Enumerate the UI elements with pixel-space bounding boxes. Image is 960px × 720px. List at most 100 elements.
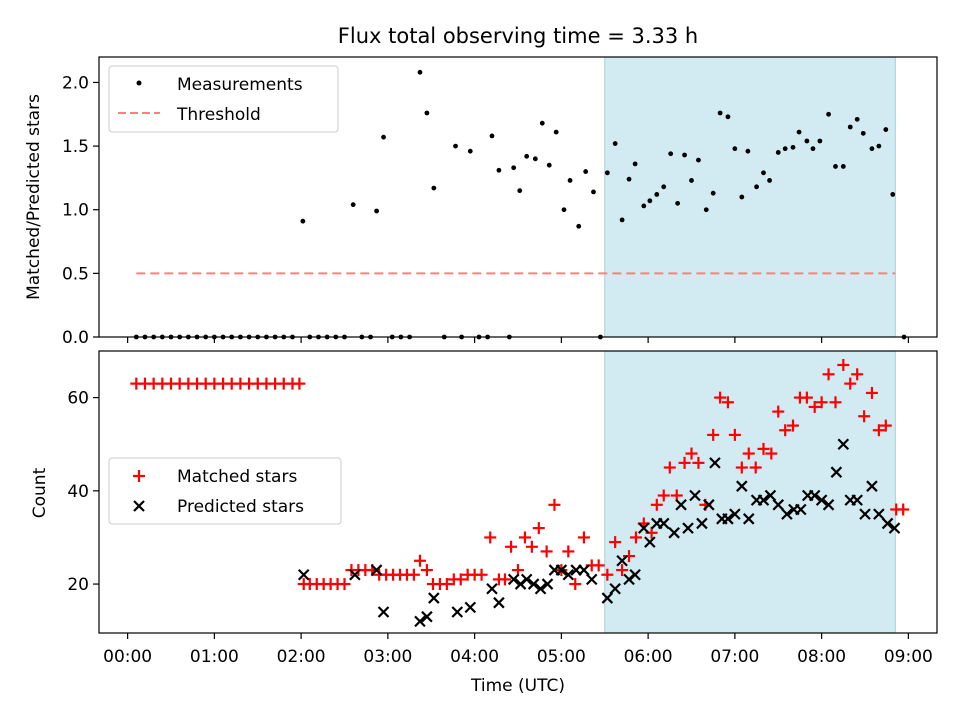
measurement-point: [647, 198, 653, 204]
matched-star-point: [872, 424, 885, 437]
measurement-point: [300, 218, 306, 224]
bottom-legend-box: [108, 457, 342, 525]
measurement-point: [489, 133, 495, 139]
y-tick-label: 2.0: [62, 73, 89, 93]
measurement-point: [767, 178, 772, 183]
matched-star-point: [498, 573, 511, 586]
y-tick-label: 40: [67, 482, 89, 502]
matched-star-point: [779, 424, 792, 437]
top-highlight-span: [604, 56, 896, 338]
top-legend-box: [108, 65, 339, 133]
predicted-star-point: [428, 592, 440, 604]
matched-star-point: [707, 428, 720, 441]
measurement-point: [641, 203, 647, 209]
matched-star-point: [800, 391, 813, 404]
measurement-point: [417, 69, 423, 75]
measurement-point: [782, 146, 788, 152]
legend-measurements-marker: [136, 80, 142, 86]
measurement-point: [619, 217, 625, 223]
predicted-star-point: [722, 513, 734, 525]
measurement-point: [754, 184, 759, 190]
top-axes-frame: [98, 56, 938, 338]
bottom-plot-marks: [130, 358, 910, 628]
matched-star-point: [865, 386, 878, 399]
measurement-point: [696, 157, 701, 163]
predicted-star-point: [451, 606, 464, 618]
top-legend: Measurements Threshold: [108, 65, 339, 133]
predicted-star-point: [668, 527, 680, 539]
predicted-star-point: [555, 564, 568, 576]
matched-star-point: [678, 456, 691, 469]
predicted-star-point: [541, 578, 554, 590]
x-tick-label: 09:00: [884, 647, 933, 667]
matched-star-point: [518, 531, 531, 544]
matched-star-point: [440, 578, 453, 591]
predicted-star-point: [609, 582, 621, 595]
predicted-star-point: [837, 438, 850, 451]
measurement-point: [833, 164, 838, 169]
measurement-point: [532, 156, 538, 162]
predicted-star-point: [527, 578, 540, 590]
matched-star-point: [577, 531, 590, 544]
measurement-point: [381, 134, 386, 140]
measurement-point: [810, 146, 816, 152]
predicted-star-point: [822, 499, 835, 511]
measurement-point: [591, 189, 596, 195]
measurement-point: [761, 170, 766, 176]
predicted-star-point: [562, 568, 575, 581]
predicted-star-point: [638, 522, 650, 534]
legend-measurements-label: Measurements: [177, 75, 303, 95]
matched-star-point: [735, 461, 748, 474]
measurement-point: [517, 188, 523, 194]
matched-star-point: [851, 368, 864, 381]
predicted-star-point: [464, 601, 477, 614]
measurement-point: [826, 111, 831, 117]
measurement-point: [775, 150, 781, 155]
top-plot-marks: [133, 69, 907, 340]
matched-star-point: [413, 554, 426, 567]
predicted-star-point: [349, 568, 361, 581]
x-axis-label: Time (UTC): [470, 676, 565, 696]
predicted-star-point: [520, 573, 533, 586]
matched-star-point: [532, 522, 545, 535]
matched-star-point: [420, 564, 433, 577]
predicted-star-point: [616, 554, 628, 567]
matched-star-point: [657, 489, 670, 502]
matched-star-point: [454, 573, 467, 586]
matched-star-point: [844, 377, 857, 390]
matched-star-point: [484, 531, 497, 544]
predicted-star-point: [682, 522, 694, 534]
measurement-point: [524, 153, 530, 159]
measurement-point: [612, 141, 618, 146]
predicted-star-point: [696, 517, 708, 530]
legend-threshold-label: Threshold: [176, 105, 261, 125]
predicted-star-point: [736, 480, 748, 492]
predicted-star-point: [815, 494, 828, 506]
predicted-star-point: [297, 568, 310, 581]
predicted-star-point: [507, 573, 520, 586]
predicted-star-point: [534, 582, 547, 595]
matched-star-point: [623, 550, 636, 563]
matched-star-point: [616, 564, 629, 577]
measurement-point: [840, 164, 846, 169]
legend-predicted-marker: [133, 500, 145, 512]
predicted-star-point: [808, 489, 821, 502]
y-tick-label: 1.0: [62, 201, 89, 221]
measurement-point: [626, 176, 632, 182]
matched-star-point: [592, 559, 605, 572]
predicted-star-point: [888, 522, 901, 534]
measurement-point: [350, 202, 356, 208]
measurement-point: [661, 184, 667, 190]
legend-matched-marker: [133, 470, 145, 482]
predicted-star-point: [493, 596, 505, 609]
matched-star-point: [601, 568, 614, 581]
matched-star-point: [569, 578, 582, 591]
predicted-star-point: [689, 489, 701, 502]
y-tick-label: 60: [67, 389, 89, 409]
matched-star-point: [772, 405, 785, 418]
measurement-point: [725, 114, 731, 120]
measurement-point: [561, 207, 567, 213]
chart-title: Flux total observing time = 3.33 h: [338, 24, 698, 48]
bottom-highlight-span: [604, 350, 896, 634]
